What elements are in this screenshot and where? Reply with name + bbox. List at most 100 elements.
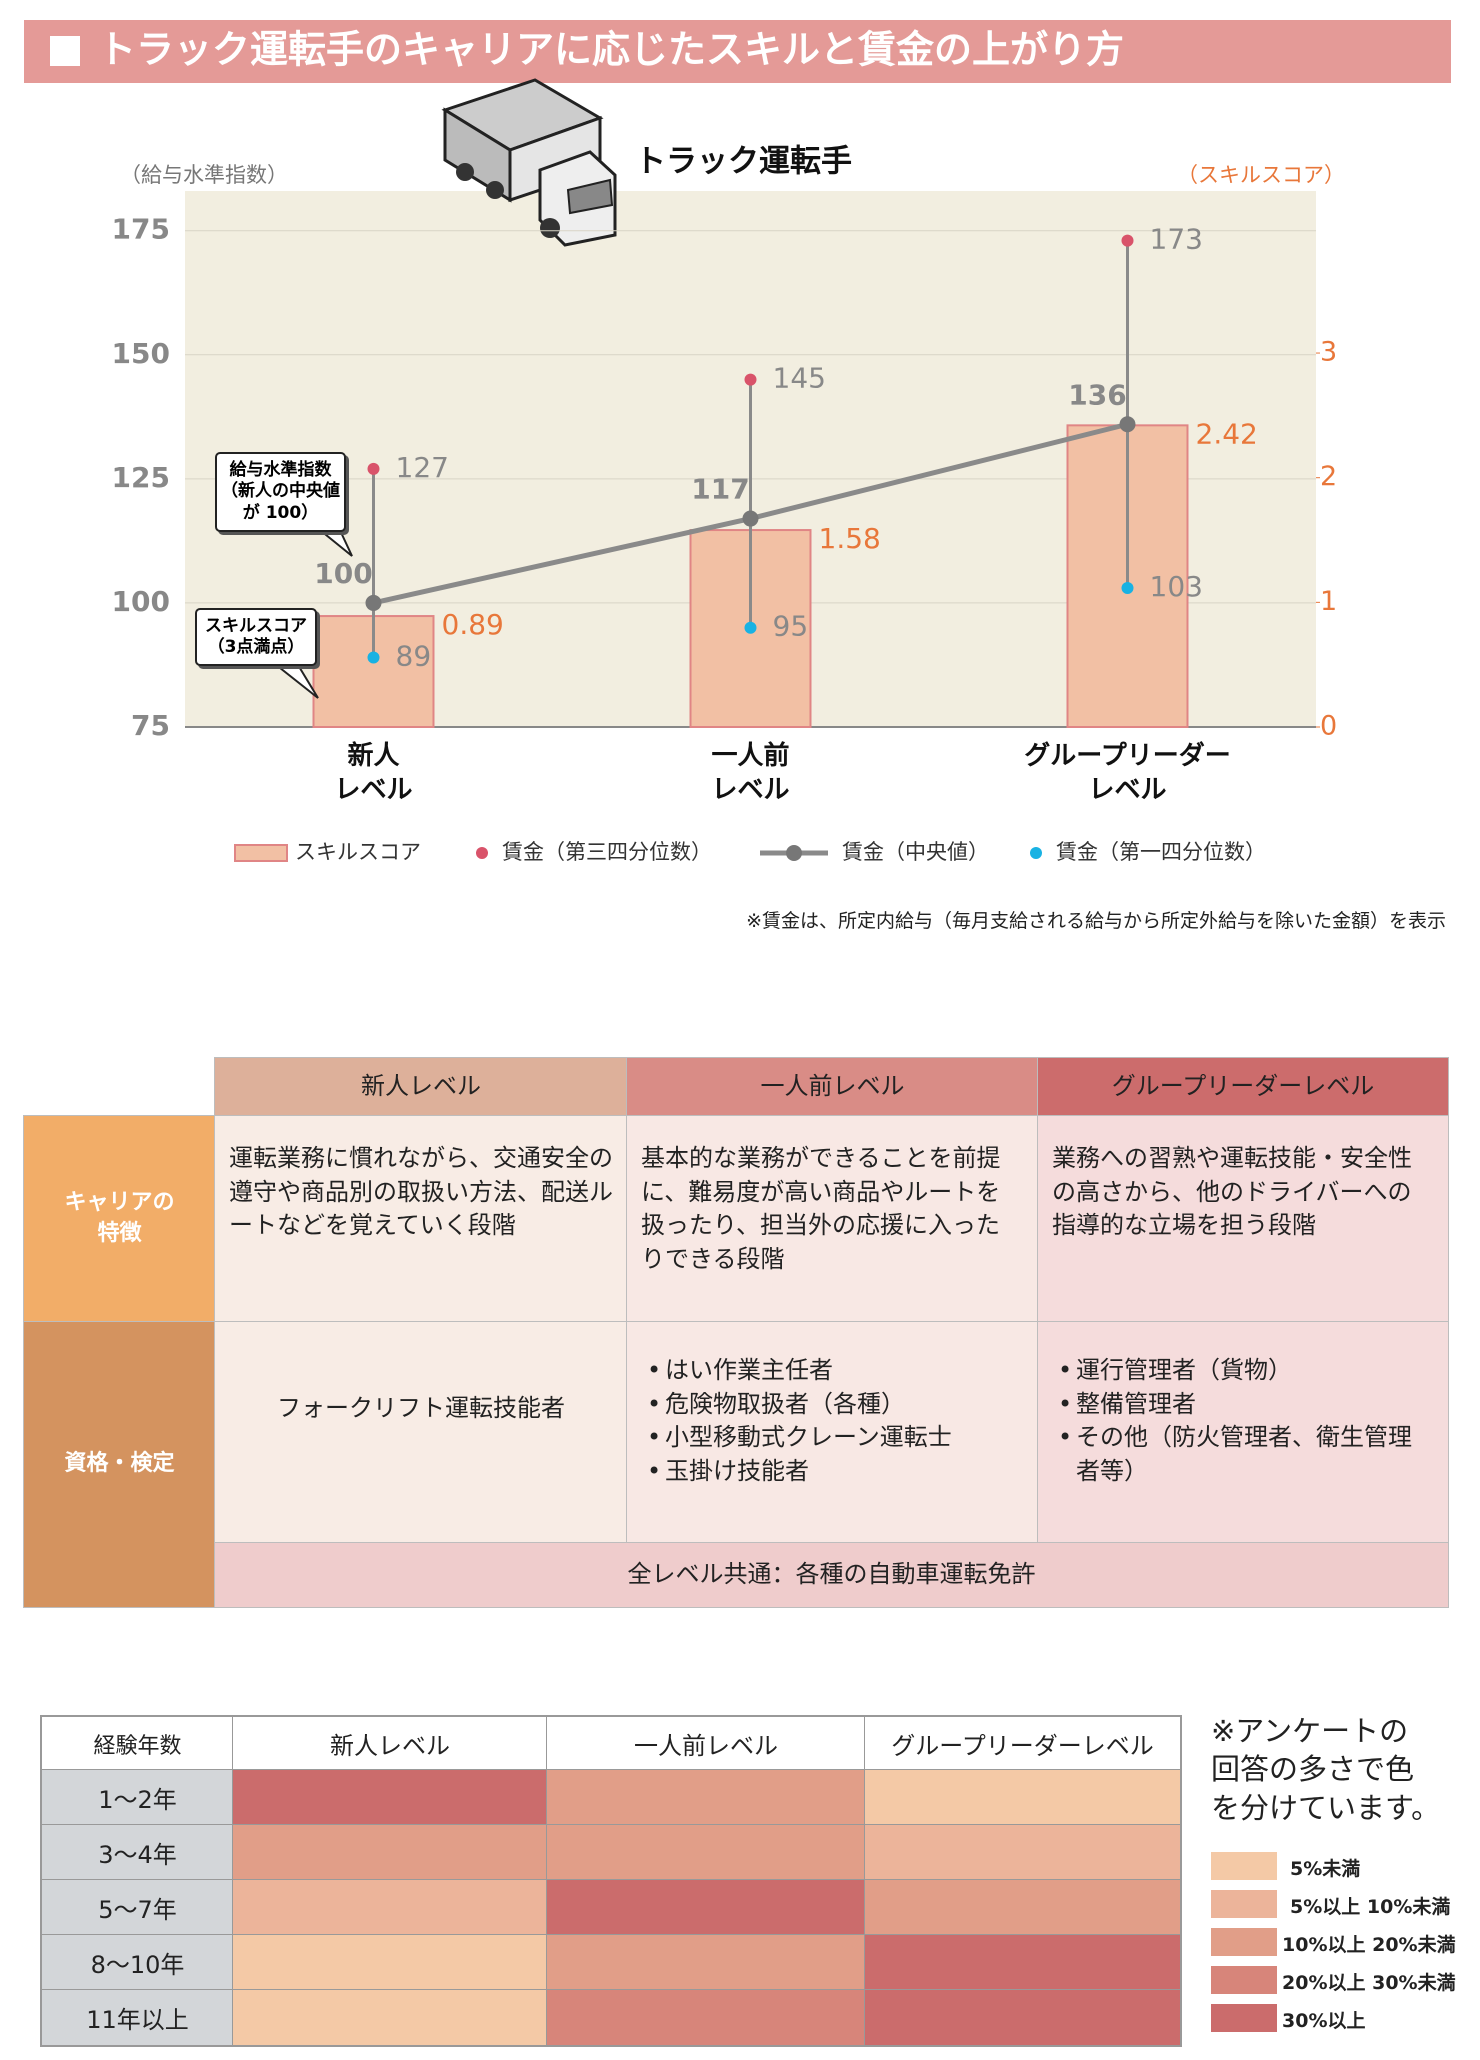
bar-value-label: 2.42 xyxy=(1196,417,1258,450)
chart-note: ※賃金は、所定内給与（毎月支給される給与から所定外給与を除いた金額）を表示 xyxy=(746,910,1446,932)
heatmap-note: ※アンケートの 回答の多さで色 を分けています。 xyxy=(1211,1714,1441,1825)
callout: 給与水準指数 （新人の中央値 が 100） xyxy=(215,452,346,532)
table-cell: 運行管理者（貨物）整備管理者その他（防火管理者、衛生管理者等） xyxy=(1038,1322,1448,1543)
y2-tick-label: 0 xyxy=(1320,711,1337,742)
chart-subtitle: トラック運転手 xyxy=(635,144,852,180)
quartile-point xyxy=(367,462,380,475)
heat-cell xyxy=(547,1880,865,1935)
median-label: 100 xyxy=(314,557,372,590)
experience-table: 経験年数 新人レベル 一人前レベル グループリーダーレベル 1～2年 3～4年 5～7年 8～… xyxy=(40,1715,1182,2047)
median-label: 136 xyxy=(1068,378,1126,411)
y-tick-label: 100 xyxy=(112,585,170,618)
quartile-point xyxy=(744,373,757,386)
heat-cell xyxy=(233,1990,547,2045)
column-header: グループリーダーレベル xyxy=(1038,1058,1448,1116)
heat-cell xyxy=(865,1990,1180,2045)
career-table: 新人レベル 一人前レベル グループリーダーレベルキャリアの 特徴 運転業務に慣れながら… xyxy=(24,1058,1448,1607)
y-tick-label: 75 xyxy=(131,709,170,742)
table-cell: 運転業務に慣れながら、交通安全の遵守や商品別の取扱い方法、配送ルートなどを覚えて… xyxy=(215,1116,627,1322)
quartile-point xyxy=(1121,582,1134,595)
column-header: 一人前レベル xyxy=(547,1717,865,1770)
list-item: 危険物取扱者（各種） xyxy=(665,1388,1024,1422)
row-header: キャリアの 特徴 xyxy=(24,1116,215,1322)
quartile-point xyxy=(367,651,380,664)
heat-cell xyxy=(233,1880,547,1935)
list: 運行管理者（貨物）整備管理者その他（防火管理者、衛生管理者等） xyxy=(1052,1354,1434,1488)
heat-cell xyxy=(865,1935,1180,1990)
title-bar xyxy=(24,20,1451,83)
callout: スキルスコア （3点満点） xyxy=(195,608,317,666)
row-header: 5～7年 xyxy=(42,1880,233,1935)
median-point xyxy=(742,510,759,527)
list: はい作業主任者危険物取扱者（各種）小型移動式クレーン運転士玉掛け技能者 xyxy=(641,1354,1024,1488)
heat-cell xyxy=(233,1825,547,1880)
legend-label: スキルスコア xyxy=(295,840,421,864)
quartile-label: 145 xyxy=(773,362,826,395)
quartile-label: 95 xyxy=(773,610,809,643)
heat-cell xyxy=(865,1825,1180,1880)
bar-value-label: 1.58 xyxy=(819,522,881,555)
legend-label: 5%未満 xyxy=(1290,1858,1361,1880)
y-axis-label: （給与水準指数） xyxy=(120,163,288,187)
quartile-label: 173 xyxy=(1150,223,1203,256)
y-tick-label: 150 xyxy=(112,337,170,370)
legend-label: 10%以上 20%未満 xyxy=(1282,1934,1456,1956)
heat-cell xyxy=(547,1935,865,1990)
title-square xyxy=(50,36,80,66)
column-header: 一人前レベル xyxy=(627,1058,1038,1116)
list-item: 運行管理者（貨物） xyxy=(1076,1354,1434,1388)
column-header: グループリーダーレベル xyxy=(865,1717,1180,1770)
median-point xyxy=(1119,416,1136,433)
legend-label: 賃金（第一四分位数） xyxy=(1056,840,1266,864)
y2-tick-label: 3 xyxy=(1320,337,1337,368)
row-header: 3～4年 xyxy=(42,1825,233,1880)
quartile-point xyxy=(744,621,757,634)
heat-cell xyxy=(865,1770,1180,1825)
table-cell: はい作業主任者危険物取扱者（各種）小型移動式クレーン運転士玉掛け技能者 xyxy=(627,1322,1038,1543)
quartile-label: 89 xyxy=(396,640,432,673)
column-header: 新人レベル xyxy=(215,1058,627,1116)
y-tick-label: 125 xyxy=(112,461,170,494)
legend-label: 20%以上 30%未満 xyxy=(1282,1972,1456,1994)
heat-cell xyxy=(547,1825,865,1880)
table-footer: 全レベル共通：各種の自動車運転免許 xyxy=(215,1543,1448,1607)
median-label: 117 xyxy=(691,473,749,506)
legend-swatch xyxy=(1211,1852,1277,1880)
y2-tick-label: 1 xyxy=(1320,586,1337,617)
y-tick-label: 175 xyxy=(112,213,170,246)
table-cell: 基本的な業務ができることを前提に、難易度が高い商品やルートを扱ったり、担当外の応… xyxy=(627,1116,1038,1322)
quartile-point xyxy=(1121,234,1134,247)
legend-label: 30%以上 xyxy=(1282,2010,1366,2032)
legend-label: 賃金（第三四分位数） xyxy=(502,840,712,864)
quartile-label: 103 xyxy=(1150,570,1203,603)
x-tick-label: 一人前 レベル xyxy=(711,741,790,805)
heat-cell xyxy=(233,1770,547,1825)
heat-cell xyxy=(547,1990,865,2045)
legend-label: 賃金（中央値） xyxy=(842,840,989,864)
chart: トラック運転手のキャリアに応じたスキルと賃金の上がり方 トラック運転手 （給与水準… xyxy=(24,20,1451,864)
row-header: 1～2年 xyxy=(42,1770,233,1825)
x-tick-label: グループリーダー レベル xyxy=(1024,741,1231,805)
legend-swatch xyxy=(786,845,802,861)
list-item: その他（防火管理者、衛生管理者等） xyxy=(1076,1421,1434,1488)
legend-swatch xyxy=(234,844,288,862)
list-item: はい作業主任者 xyxy=(665,1354,1024,1388)
heat-cell xyxy=(865,1880,1180,1935)
table-cell: フォークリフト運転技能者 xyxy=(215,1322,627,1543)
legend-swatch xyxy=(1211,1890,1277,1918)
x-tick-label: 新人 レベル xyxy=(334,741,413,805)
list-item: 整備管理者 xyxy=(1076,1388,1434,1422)
quartile-label: 127 xyxy=(396,451,449,484)
legend-swatch xyxy=(1211,2004,1277,2032)
list-item: 小型移動式クレーン運転士 xyxy=(665,1421,1024,1455)
page-title: トラック運転手のキャリアに応じたスキルと賃金の上がり方 xyxy=(98,28,1124,72)
table-cell: 業務への習熟や運転技能・安全性の高さから、他のドライバーへの指導的な立場を担う段… xyxy=(1038,1116,1448,1322)
list-item: 玉掛け技能者 xyxy=(665,1455,1024,1489)
row-header: 資格・検定 xyxy=(24,1322,215,1607)
legend-swatch xyxy=(1211,1966,1277,1994)
heat-cell xyxy=(547,1770,865,1825)
median-point xyxy=(365,594,382,611)
column-header: 新人レベル xyxy=(233,1717,547,1770)
y2-axis-label: （スキルスコア） xyxy=(1177,163,1345,187)
